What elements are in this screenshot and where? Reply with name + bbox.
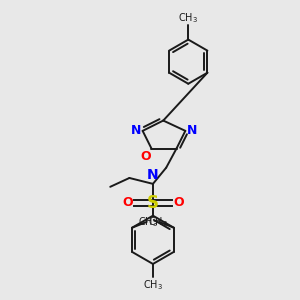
Text: O: O <box>140 150 151 163</box>
Text: S: S <box>147 194 159 212</box>
Text: O: O <box>173 196 184 209</box>
Text: CH$_3$: CH$_3$ <box>138 215 158 229</box>
Text: N: N <box>147 168 159 182</box>
Text: CH$_3$: CH$_3$ <box>143 278 163 292</box>
Text: N: N <box>130 124 141 137</box>
Text: CH$_3$: CH$_3$ <box>178 11 198 25</box>
Text: CH$_3$: CH$_3$ <box>148 215 168 229</box>
Text: N: N <box>187 124 197 137</box>
Text: O: O <box>122 196 133 209</box>
